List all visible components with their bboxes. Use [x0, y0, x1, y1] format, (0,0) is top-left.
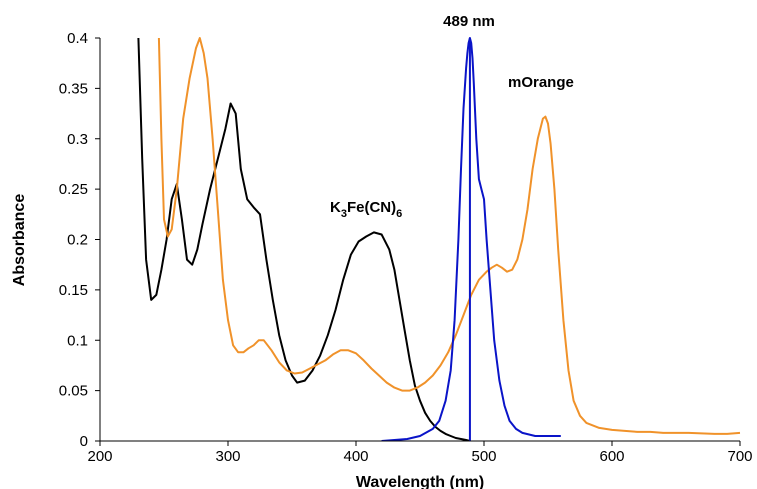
y-tick-label: 0.35 [59, 80, 88, 97]
ferri-mid: Fe(CN) [347, 199, 396, 216]
y-tick-label: 0.4 [67, 30, 88, 47]
y-tick-label: 0 [80, 433, 88, 450]
y-tick-label: 0.3 [67, 131, 88, 148]
series-line-2 [157, 37, 741, 435]
x-tick-label: 400 [343, 448, 368, 465]
y-tick-label: 0.2 [67, 232, 88, 249]
x-tick-label: 600 [599, 448, 624, 465]
tick-labels: 200 300 400 500 600 700 0 0.05 0.1 0.15 0.2 0.25 0.3… [59, 30, 753, 465]
ferri-prefix: K [330, 199, 341, 216]
y-tick-label: 0.25 [59, 181, 88, 198]
x-tick-label: 300 [215, 448, 240, 465]
ferri-sub-6: 6 [396, 208, 402, 220]
x-axis-title: Wavelength (nm) [356, 474, 484, 489]
ferri-sub-3: 3 [341, 208, 347, 220]
series-line-3 [381, 37, 561, 441]
x-tick-label: 700 [727, 448, 752, 465]
x-tick-label: 200 [87, 448, 112, 465]
ferricyanide-annotation: K3Fe(CN)6 [330, 199, 402, 220]
laser-annotation: 489 nm [443, 13, 495, 30]
plot-lines [137, 37, 741, 441]
axes [95, 37, 741, 446]
y-tick-label: 0.05 [59, 383, 88, 400]
y-tick-label: 0.15 [59, 282, 88, 299]
series-line-1 [137, 37, 471, 441]
y-axis-title: Absorbance [11, 194, 28, 287]
x-tick-label: 500 [471, 448, 496, 465]
morange-annotation: mOrange [508, 74, 574, 91]
y-tick-label: 0.1 [67, 332, 88, 349]
